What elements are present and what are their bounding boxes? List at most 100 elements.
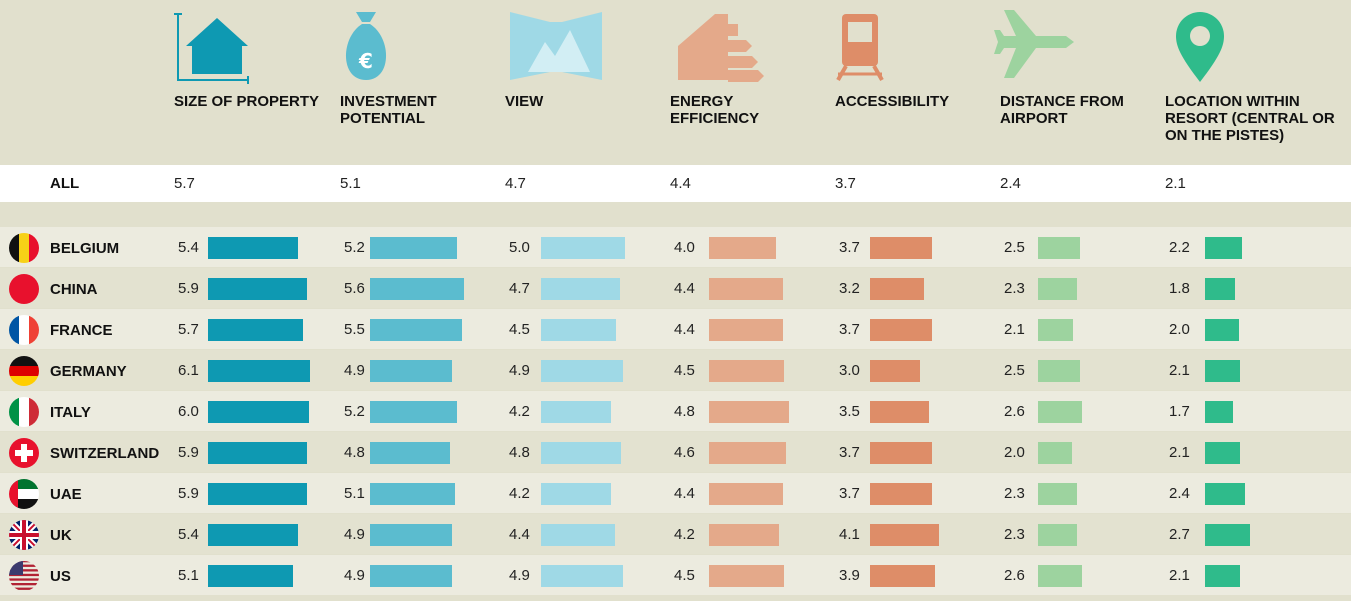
cell-value: 4.4: [509, 525, 530, 543]
bar: [1205, 523, 1251, 546]
all-row-band: [0, 165, 1351, 202]
cell-value: 3.9: [839, 566, 860, 584]
bar: [709, 523, 780, 546]
cell-value: 2.2: [1169, 238, 1190, 256]
bar: [709, 441, 787, 464]
cell-value: 2.1: [1169, 566, 1190, 584]
bar: [1038, 318, 1074, 341]
column-header: INVESTMENT POTENTIAL: [340, 93, 437, 127]
bar: [1205, 236, 1242, 259]
cell-value: 3.7: [839, 320, 860, 338]
cell-value: 4.2: [509, 484, 530, 502]
bar: [208, 482, 307, 505]
column-header: DISTANCE FROM AIRPORT: [1000, 93, 1124, 127]
column-header: LOCATION WITHIN RESORT (CENTRAL OR ON TH…: [1165, 93, 1335, 144]
cell-value: 5.2: [344, 238, 365, 256]
row-label: UAE: [50, 485, 82, 503]
cell-value: 4.4: [674, 279, 695, 297]
row-label: BELGIUM: [50, 239, 120, 257]
bar: [709, 400, 790, 423]
cell-value: 4.2: [674, 525, 695, 543]
cell-value: 5.1: [344, 484, 365, 502]
bar: [870, 564, 936, 587]
bar: [1038, 277, 1077, 300]
flag: [9, 560, 39, 590]
cell-value: 5.2: [344, 402, 365, 420]
cell-value: 1.7: [1169, 402, 1190, 420]
bar: [870, 441, 932, 464]
bar: [709, 236, 776, 259]
cell-value: 4.5: [674, 361, 695, 379]
bar: [870, 236, 932, 259]
flag: [9, 355, 39, 386]
row-label: UK: [50, 526, 72, 544]
cell-value: 3.7: [835, 175, 856, 192]
row-label: SWITZERLAND: [50, 444, 160, 462]
cell-value: 5.1: [340, 175, 361, 192]
cell-value: 2.0: [1004, 443, 1025, 461]
bar: [1038, 564, 1082, 587]
cell-value: 5.9: [178, 279, 199, 297]
bar: [541, 523, 615, 546]
bar: [1205, 318, 1239, 341]
column-header: ENERGY EFFICIENCY: [670, 93, 760, 127]
cell-value: 5.7: [174, 175, 195, 192]
bar: [870, 523, 939, 546]
bar: [208, 236, 299, 259]
bar: [870, 400, 929, 423]
cell-value: 4.5: [509, 320, 530, 338]
bar: [541, 277, 620, 300]
cell-value: 2.1: [1169, 361, 1190, 379]
cell-value: 5.9: [178, 484, 199, 502]
bar: [370, 400, 458, 423]
flag: [9, 519, 39, 550]
bar: [1038, 523, 1077, 546]
bar: [370, 236, 458, 259]
bar: [1038, 236, 1080, 259]
cell-value: 4.8: [674, 402, 695, 420]
cell-value: 4.0: [674, 238, 695, 256]
bar: [208, 523, 299, 546]
cell-value: 2.0: [1169, 320, 1190, 338]
bar: [541, 441, 622, 464]
row-label: US: [50, 567, 71, 585]
bar: [870, 482, 932, 505]
cell-value: 2.4: [1000, 175, 1021, 192]
cell-value: 4.4: [674, 320, 695, 338]
cell-value: 4.8: [344, 443, 365, 461]
bar: [1038, 441, 1072, 464]
bar: [541, 564, 624, 587]
cell-value: 5.0: [509, 238, 530, 256]
row-label: CHINA: [50, 280, 98, 298]
cell-value: 3.7: [839, 238, 860, 256]
cell-value: 3.2: [839, 279, 860, 297]
cell-value: 5.1: [178, 566, 199, 584]
bar: [709, 277, 783, 300]
cell-value: 2.3: [1004, 484, 1025, 502]
bar: [870, 318, 932, 341]
cell-value: 4.8: [509, 443, 530, 461]
bar: [541, 400, 612, 423]
bar: [208, 400, 309, 423]
flag: [9, 232, 39, 263]
bar: [541, 318, 617, 341]
bar: [1205, 441, 1241, 464]
cell-value: 4.4: [674, 484, 695, 502]
bar: [208, 564, 294, 587]
cell-value: 4.9: [344, 525, 365, 543]
cell-value: 3.5: [839, 402, 860, 420]
bar: [1205, 277, 1236, 300]
cell-value: 4.9: [344, 361, 365, 379]
svg-text:€: €: [358, 49, 373, 73]
view-icon: [510, 12, 602, 80]
bar: [370, 277, 464, 300]
energy-icon: [678, 14, 764, 82]
bar: [370, 318, 463, 341]
bar: [1038, 482, 1077, 505]
money-bag-icon: €: [345, 12, 387, 80]
cell-value: 4.7: [509, 279, 530, 297]
bar: [1038, 359, 1080, 382]
cell-value: 5.6: [344, 279, 365, 297]
flag: [9, 273, 39, 304]
